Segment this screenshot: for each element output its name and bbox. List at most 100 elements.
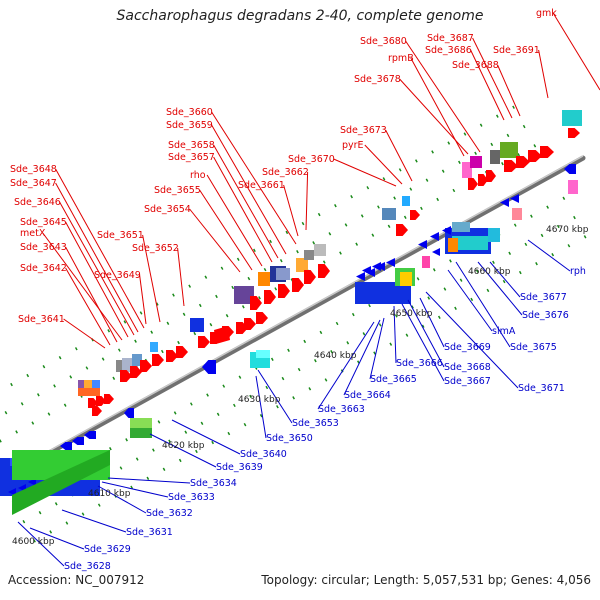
forward-gene-arrow — [92, 406, 102, 416]
reverse-label-leader — [171, 419, 241, 455]
forward-gene-block — [150, 342, 158, 352]
forward-gene-arrow — [104, 394, 114, 404]
forward-gene-arrow — [540, 146, 554, 158]
forward-gene-arrow — [468, 178, 478, 190]
forward-label-leader — [142, 234, 161, 323]
forward-gene-block — [562, 110, 582, 126]
forward-label-leader — [470, 49, 505, 121]
reverse-gene-block — [422, 256, 430, 268]
reverse-gene-arrow — [418, 240, 427, 249]
reverse-gene-arrow — [510, 194, 519, 203]
forward-gene-block — [304, 250, 314, 260]
reverse-gene-label: Sde_3671 — [518, 383, 565, 394]
reverse-gene-label: Sde_3664 — [344, 390, 391, 401]
reverse-label-leader — [343, 319, 381, 396]
reverse-gene-arrow — [356, 272, 365, 281]
reverse-gene-block — [568, 180, 578, 194]
reverse-gene-arrow — [124, 408, 134, 418]
forward-label-leader — [63, 318, 106, 349]
reverse-gene-label: Sde_3677 — [520, 292, 567, 303]
forward-gene-arrow — [140, 360, 152, 372]
reverse-label-leader — [61, 509, 127, 533]
genome-backbone-highlight — [0, 155, 584, 479]
forward-gene-label: Sde_3641 — [18, 314, 65, 325]
reverse-gene-block — [512, 208, 522, 220]
forward-gene-arrow — [198, 336, 210, 348]
forward-gene-block — [132, 354, 142, 366]
forward-gene-label: Sde_3643 — [20, 242, 67, 253]
reverse-gene-arrow — [500, 198, 509, 207]
reverse-gene-label: Sde_3632 — [146, 508, 193, 519]
forward-gene-arrow — [176, 346, 188, 358]
reverse-label-leader — [17, 521, 65, 567]
forward-gene-arrow — [410, 210, 420, 220]
forward-label-leader — [65, 267, 111, 346]
forward-label-leader — [59, 201, 135, 336]
forward-label-leader — [211, 111, 297, 245]
forward-gene-arrow — [292, 278, 304, 292]
reverse-label-leader — [455, 261, 511, 348]
reverse-label-leader — [425, 291, 519, 389]
forward-gene-arrow — [264, 290, 276, 304]
reverse-label-leader — [255, 375, 267, 439]
reverse-gene-arrow — [362, 266, 371, 275]
reverse-gene-block — [400, 272, 412, 286]
ruler-label: 4640 kbp — [314, 351, 357, 361]
ruler-label: 4630 kbp — [238, 395, 281, 405]
reverse-gene-label: rph — [570, 266, 586, 277]
reverse-label-leader — [149, 433, 217, 468]
reverse-gene-label: Sde_3667 — [444, 376, 491, 387]
reverse-gene-label: Sde_3665 — [370, 374, 417, 385]
forward-gene-arrow — [278, 284, 290, 298]
forward-label-leader — [199, 189, 253, 271]
reverse-gene-label: Sde_3631 — [126, 527, 173, 538]
reverse-gene-arrow — [202, 360, 216, 374]
forward-gene-block — [92, 380, 100, 394]
forward-label-leader — [213, 144, 279, 259]
reverse-gene-label: Sde_3666 — [396, 358, 443, 369]
forward-gene-label: Sde_3647 — [10, 178, 57, 189]
forward-gene-arrow — [304, 270, 316, 284]
forward-gene-arrow — [486, 170, 496, 182]
map-title: Saccharophagus degradans 2-40, complete … — [116, 8, 484, 24]
reverse-gene-block — [448, 238, 458, 252]
reverse-gene-label: Sde_3629 — [84, 544, 131, 555]
forward-gene-label: Sde_3688 — [452, 60, 499, 71]
forward-gene-label: Sde_3661 — [238, 180, 285, 191]
forward-label-leader — [552, 12, 600, 91]
reverse-label-leader — [369, 317, 385, 380]
reverse-gene-arrow — [386, 258, 395, 267]
forward-label-leader — [410, 57, 465, 157]
forward-gene-label: Sde_3687 — [427, 33, 474, 44]
forward-gene-block — [234, 286, 254, 304]
reverse-gene-arrow — [442, 226, 451, 235]
forward-gene-label: pyrE — [342, 140, 364, 151]
reverse-label-leader — [393, 305, 397, 364]
forward-gene-label: Sde_3642 — [20, 263, 67, 274]
forward-gene-label: gmk — [536, 8, 557, 19]
reverse-gene-label: Sde_3650 — [266, 433, 313, 444]
forward-gene-arrow — [130, 366, 142, 378]
forward-gene-label: Sde_3662 — [262, 167, 309, 178]
forward-label-leader — [189, 208, 241, 273]
forward-gene-label: Sde_3645 — [20, 217, 67, 228]
reverse-gene-arrow — [372, 262, 381, 271]
accession-label: Accession: NC_007912 — [8, 573, 145, 587]
reverse-gene-label: Sde_3639 — [216, 462, 263, 473]
reverse-label-leader — [489, 261, 521, 298]
forward-gene-block — [256, 350, 270, 358]
ruler-label: 4650 kbp — [390, 309, 433, 319]
reverse-label-leader — [527, 239, 571, 272]
forward-gene-arrow — [244, 318, 256, 330]
genome-summary-label: Topology: circular; Length: 5,057,531 bp… — [261, 573, 591, 587]
forward-gene-arrow — [214, 326, 230, 344]
forward-gene-arrow — [568, 128, 580, 138]
forward-label-leader — [399, 78, 469, 155]
reverse-gene-arrow — [430, 232, 439, 241]
ruler-label: 4600 kbp — [12, 537, 55, 547]
forward-label-leader — [538, 49, 549, 99]
forward-gene-arrow — [516, 156, 530, 168]
reverse-gene-label: slmA — [492, 326, 516, 337]
forward-label-leader — [283, 184, 299, 237]
